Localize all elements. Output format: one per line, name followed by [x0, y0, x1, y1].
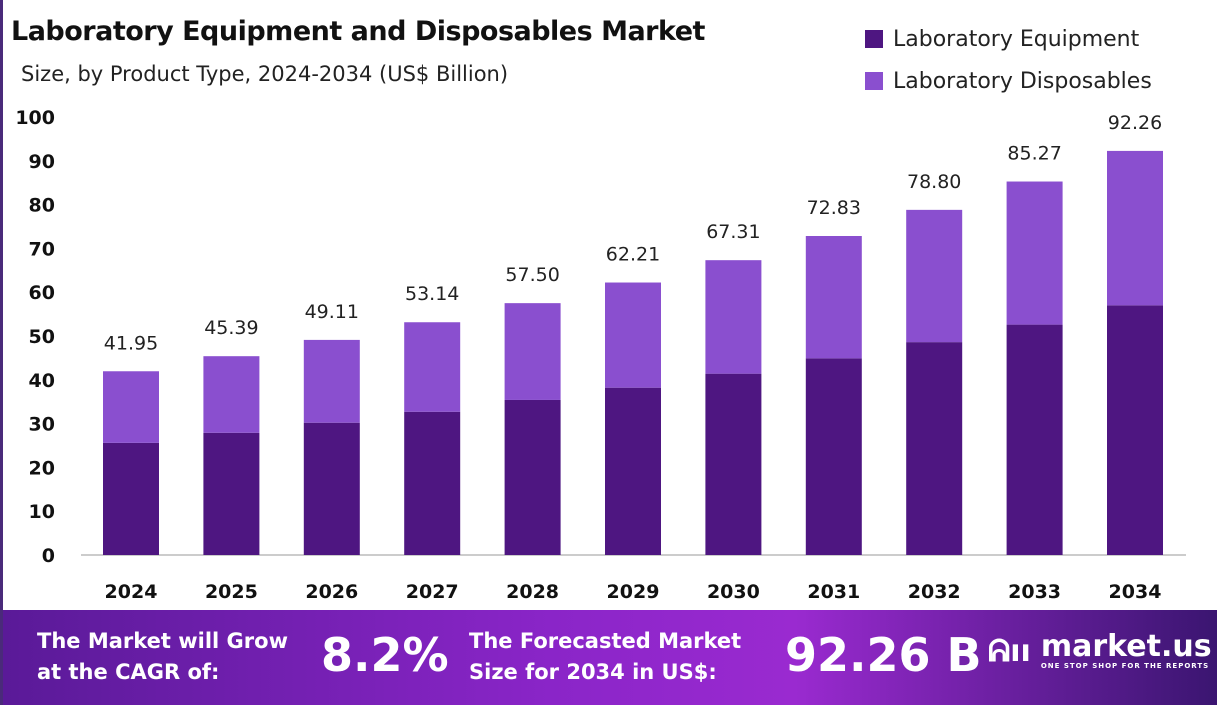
bar-disposables-2027: [404, 322, 461, 412]
y-tick-label: 60: [29, 282, 55, 304]
y-tick-label: 70: [29, 238, 55, 260]
bar-disposables-2024: [103, 371, 159, 443]
x-tick-label: 2028: [506, 581, 559, 603]
bar-disposables-2026: [303, 339, 360, 423]
x-tick-label: 2030: [707, 581, 760, 603]
bar-disposables-2031: [805, 236, 862, 359]
bar-equipment-2025: [203, 432, 260, 555]
x-tick-label: 2029: [607, 581, 660, 603]
y-tick-label: 100: [15, 107, 55, 129]
forecast-value: 92.26 B: [785, 628, 982, 682]
data-label-total: 78.80: [907, 171, 961, 193]
y-tick-label: 50: [29, 326, 55, 348]
data-label-total: 62.21: [606, 244, 660, 266]
data-label-total: 72.83: [807, 197, 861, 219]
y-tick-label: 10: [29, 501, 55, 523]
bar-disposables-2030: [705, 260, 762, 374]
plot-area: 010203040506070809010041.95202445.392025…: [15, 107, 1186, 603]
x-tick-label: 2025: [205, 581, 258, 603]
x-tick-label: 2032: [908, 581, 961, 603]
bar-equipment-2033: [1006, 324, 1063, 555]
bar-equipment-2028: [504, 399, 561, 555]
logo-icon: ᕱıı: [988, 633, 1031, 669]
chart-title: Laboratory Equipment and Disposables Mar…: [11, 16, 705, 47]
legend-swatch: [865, 72, 883, 90]
chart-subtitle: Size, by Product Type, 2024-2034 (US$ Bi…: [21, 62, 509, 86]
x-tick-label: 2024: [105, 581, 158, 603]
legend-item-equipment: Laboratory Equipment: [865, 18, 1152, 60]
cagr-label: The Market will Grow at the CAGR of:: [37, 629, 288, 684]
y-tick-label: 80: [29, 195, 55, 217]
y-tick-label: 30: [29, 414, 55, 436]
y-tick-label: 0: [42, 545, 55, 567]
bar-equipment-2030: [705, 373, 762, 555]
bar-disposables-2032: [906, 209, 963, 343]
bar-equipment-2032: [906, 342, 963, 555]
y-tick-label: 20: [29, 457, 55, 479]
x-tick-label: 2026: [305, 581, 358, 603]
bar-equipment-2031: [805, 358, 862, 555]
y-tick-label: 90: [29, 151, 55, 173]
bar-equipment-2024: [103, 442, 159, 555]
data-label-total: 57.50: [505, 264, 559, 286]
data-label-total: 85.27: [1007, 143, 1061, 165]
bar-equipment-2034: [1107, 305, 1163, 555]
bar-disposables-2034: [1107, 150, 1163, 306]
x-tick-label: 2027: [406, 581, 459, 603]
bar-equipment-2029: [605, 387, 661, 555]
data-label-total: 92.26: [1108, 112, 1162, 134]
data-label-total: 53.14: [405, 283, 459, 305]
data-label-total: 41.95: [104, 332, 158, 354]
bar-disposables-2028: [504, 303, 561, 400]
legend-swatch: [865, 30, 883, 48]
x-tick-label: 2033: [1008, 581, 1061, 603]
data-label-total: 67.31: [706, 221, 760, 243]
bar-disposables-2033: [1006, 181, 1063, 325]
data-label-total: 49.11: [305, 301, 359, 323]
y-tick-label: 40: [29, 370, 55, 392]
x-tick-label: 2034: [1109, 581, 1162, 603]
brand-logo: ᕱıı market.us ONE STOP SHOP FOR THE REPOR…: [988, 629, 1212, 671]
bar-disposables-2029: [605, 282, 661, 388]
footer-banner: The Market will Grow at the CAGR of: 8.2%…: [3, 610, 1217, 705]
legend: Laboratory Equipment Laboratory Disposab…: [865, 18, 1152, 102]
legend-item-disposables: Laboratory Disposables: [865, 60, 1152, 102]
cagr-value: 8.2%: [321, 628, 449, 682]
legend-label: Laboratory Disposables: [893, 68, 1152, 94]
legend-label: Laboratory Equipment: [893, 26, 1140, 52]
data-label-total: 45.39: [204, 317, 258, 339]
forecast-label: The Forecasted Market Size for 2034 in US…: [469, 629, 742, 684]
x-tick-label: 2031: [807, 581, 860, 603]
bar-equipment-2026: [303, 422, 360, 555]
bar-disposables-2025: [203, 356, 260, 433]
bar-equipment-2027: [404, 411, 461, 555]
